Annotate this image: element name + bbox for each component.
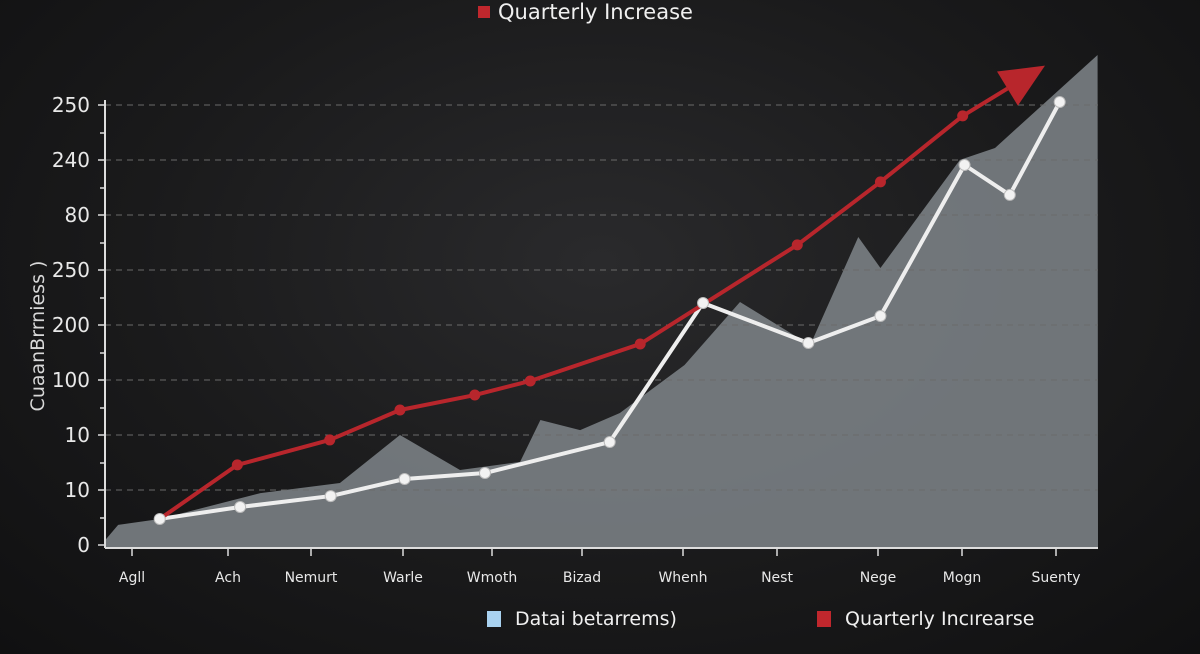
data-point — [153, 512, 166, 525]
x-tick-label: Nege — [860, 570, 897, 586]
data-line — [159, 101, 1062, 521]
x-tick-label: Bizad — [563, 570, 601, 586]
legend-item-quarterly: Quarterly Incırearse — [817, 608, 1034, 630]
x-tick-label: Whenh — [658, 570, 707, 586]
x-tick-label: Nest — [761, 570, 793, 586]
title-red-swatch — [478, 6, 490, 18]
y-tick-label: 250 — [52, 93, 90, 117]
y-tick-label: 80 — [65, 203, 90, 227]
y-tick-label: 10 — [65, 478, 90, 502]
data-point — [958, 159, 971, 172]
x-tick-label: Wmoth — [467, 570, 517, 586]
legend-label: Datai betarrems) — [515, 608, 677, 630]
y-tick-label: 250 — [52, 258, 90, 282]
area-series — [105, 55, 1098, 549]
data-point — [874, 310, 887, 323]
quarterly-point — [231, 459, 243, 471]
y-tick-label: 200 — [52, 313, 90, 337]
legend-swatch-red — [817, 611, 831, 627]
quarterly-point — [874, 176, 886, 188]
x-tick-label: Mogn — [943, 570, 981, 586]
chart-title: Quarterly Increase — [478, 0, 693, 24]
x-tick-label: Warle — [383, 570, 423, 586]
x-tick-label: Agll — [119, 570, 145, 586]
x-tick-label: Nemurt — [285, 570, 338, 586]
quarterly-point — [634, 338, 646, 350]
quarterly-point — [957, 110, 969, 122]
y-tick-label: 10 — [65, 423, 90, 447]
quarterly-point — [469, 389, 481, 401]
data-point — [603, 436, 616, 449]
data-point — [478, 467, 491, 480]
y-axis-label: CuaanBrrniess ) — [27, 260, 49, 412]
x-tick-label: Ach — [215, 570, 241, 586]
quarterly-point — [524, 375, 536, 387]
legend-item-data: Datai betarrems) — [487, 608, 677, 630]
data-point — [234, 500, 247, 513]
data-point — [1053, 96, 1066, 109]
x-tick-label: Suenty — [1031, 570, 1080, 586]
data-point — [398, 473, 411, 485]
data-point — [324, 490, 337, 503]
data-point — [802, 336, 815, 349]
quarterly-point — [394, 404, 406, 416]
data-point — [697, 297, 710, 309]
y-tick-label: 100 — [52, 368, 90, 392]
data-point — [1003, 188, 1016, 201]
chart-title-text: Quarterly Increase — [498, 0, 693, 24]
legend-swatch-light — [487, 611, 501, 627]
quarterly-point — [791, 239, 803, 251]
legend-label: Quarterly Incırearse — [845, 608, 1035, 630]
y-tick-label: 240 — [52, 148, 90, 172]
arrow-head — [997, 65, 1045, 106]
y-tick-label: 0 — [77, 533, 90, 557]
quarterly-point — [324, 434, 336, 446]
